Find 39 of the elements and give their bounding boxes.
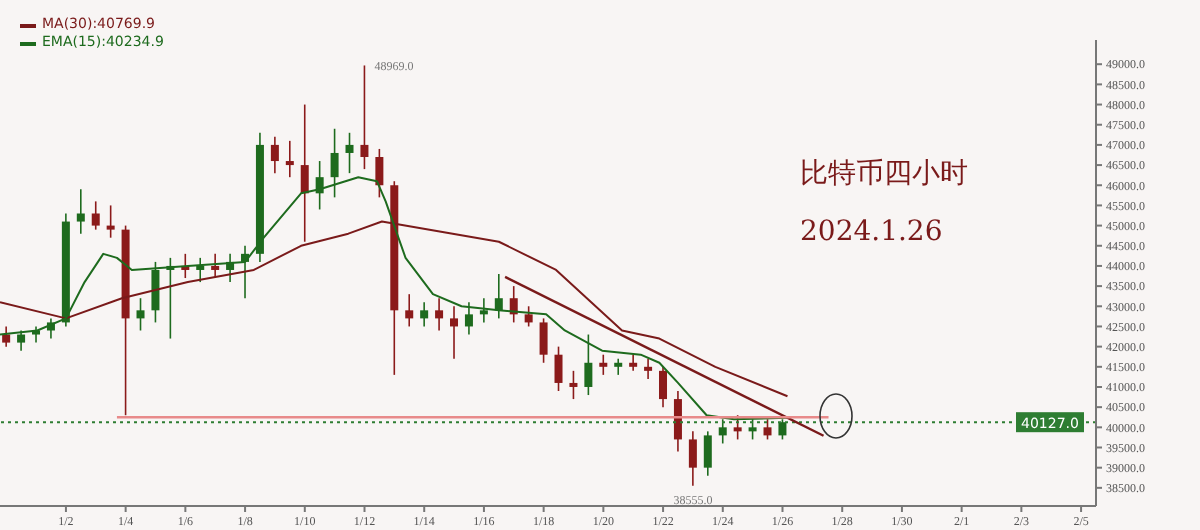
candlestick — [91, 200, 100, 231]
candlestick — [584, 333, 593, 396]
candlestick — [644, 357, 653, 380]
candlestick — [569, 370, 578, 400]
text: 比特币四小时 — [800, 156, 968, 192]
candlestick — [106, 204, 115, 239]
candlestick — [688, 430, 697, 487]
candlestick — [614, 357, 623, 376]
candlestick — [360, 64, 369, 170]
candlestick — [450, 305, 459, 360]
candlestick — [136, 297, 145, 332]
candlestick — [673, 390, 682, 453]
candlestick — [420, 301, 429, 328]
candlestick — [659, 366, 668, 408]
candlestick — [479, 297, 488, 324]
candlestick — [345, 132, 354, 174]
candlestick — [524, 305, 533, 328]
candlestick — [629, 353, 638, 372]
candlestick — [494, 273, 503, 320]
candlestick — [270, 136, 279, 174]
candlestick — [435, 297, 444, 332]
candlestick — [76, 188, 85, 235]
candlestick — [703, 430, 712, 477]
candlestick — [285, 140, 294, 178]
candlestick — [763, 418, 772, 441]
candlestick — [196, 257, 205, 283]
candlestick — [554, 345, 563, 392]
candlestick — [599, 353, 608, 376]
candlestick — [211, 253, 220, 279]
candlestick — [2, 325, 11, 348]
candlestick — [300, 103, 309, 243]
text: 2024.1.26 — [800, 216, 943, 248]
candlestick — [464, 301, 473, 336]
candlestick — [405, 293, 414, 328]
candlestick — [17, 329, 26, 352]
candlestick — [151, 261, 160, 324]
candlestick — [539, 317, 548, 364]
candlestick — [733, 414, 742, 441]
candlestick — [375, 148, 384, 199]
